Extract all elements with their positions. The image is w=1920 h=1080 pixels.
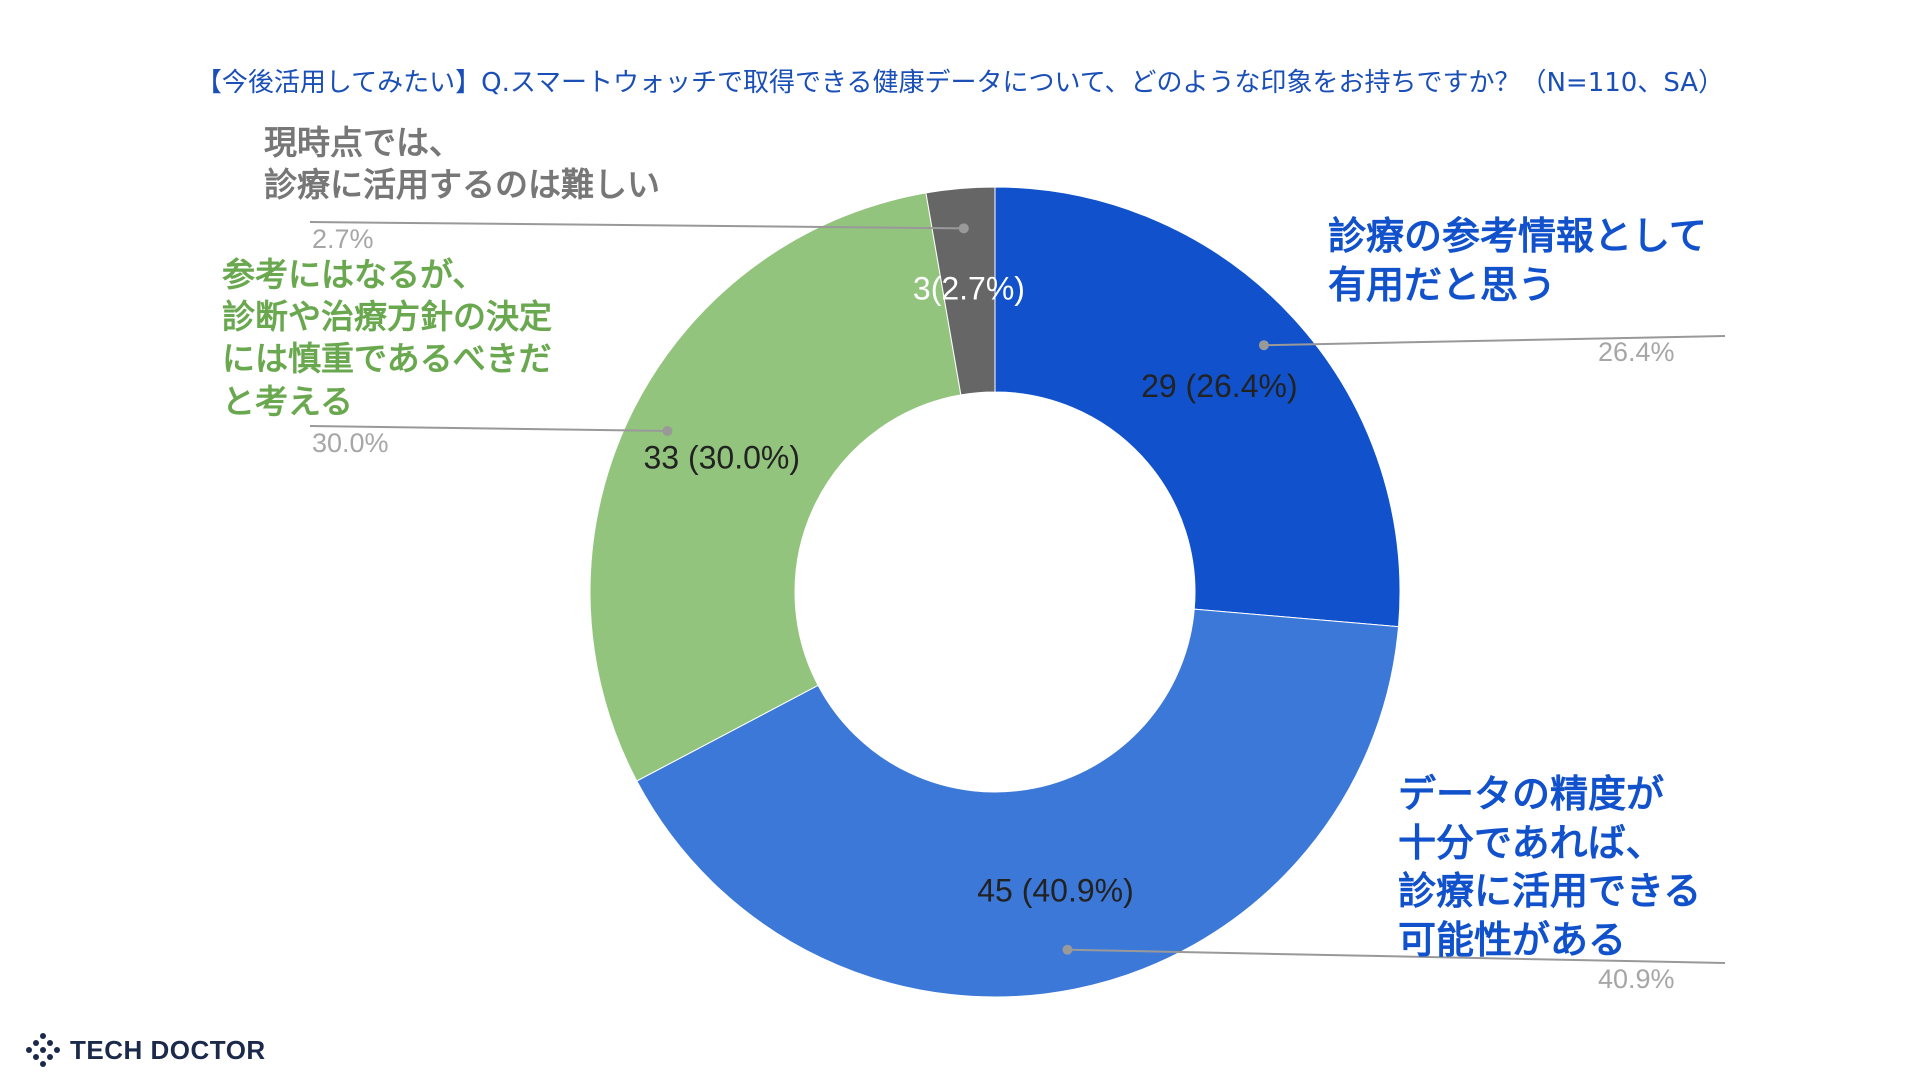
- leader-dot-0: [1258, 340, 1269, 351]
- donut-slice-0: [994, 186, 1401, 628]
- slice-callout-line-1-0: データの精度が: [1398, 772, 1665, 816]
- slice-percent-label-3: 2.7%: [312, 224, 374, 254]
- slice-percent-label-2: 30.0%: [312, 428, 389, 458]
- leader-line-1: [1067, 948, 1726, 964]
- tech-doctor-logo-icon: [26, 1033, 60, 1067]
- slice-callout-line-2-2: には慎重であるべきだ: [222, 339, 552, 379]
- brand-name: TECH DOCTOR: [70, 1034, 266, 1065]
- donut-slice-2: [589, 192, 962, 782]
- brand-logo: TECH DOCTOR: [26, 1033, 266, 1067]
- slice-callout-line-0-0: 診療の参考情報として: [1328, 214, 1707, 258]
- leader-dot-2: [662, 425, 673, 436]
- slice-callout-line-0-1: 有用だと思う: [1328, 262, 1557, 307]
- slice-callout-line-1-3: 可能性がある: [1398, 917, 1627, 962]
- leader-line-2: [309, 425, 668, 432]
- slice-data-label-2: 33 (30.0%): [643, 440, 800, 476]
- slice-data-label-3: 3(2.7%): [913, 271, 1025, 307]
- slice-callout-1: データの精度が 十分であれば、 診療に活用できる 可能性がある: [1398, 770, 1701, 965]
- slice-data-label-0: 29 (26.4%): [1141, 368, 1298, 404]
- slice-percent-label-1: 40.9%: [1598, 964, 1675, 994]
- donut-slice-3: [925, 186, 996, 396]
- slice-callout-line-2-3: と考える: [222, 381, 354, 421]
- leader-dot-1: [1062, 944, 1073, 955]
- slice-callout-0: 診療の参考情報として 有用だと思う: [1328, 212, 1707, 309]
- leader-line-3: [309, 221, 964, 230]
- slice-callout-line-2-0: 参考にはなるが、: [222, 255, 486, 294]
- slice-callout-line-1-2: 診療に活用できる: [1398, 869, 1702, 914]
- slice-callout-2: 参考にはなるが、 診断や治療方針の決定 には慎重であるべきだ と考える: [222, 254, 552, 423]
- slice-percent-label-0: 26.4%: [1598, 337, 1675, 367]
- slice-callout-line-3-1: 診療に活用するのは難しい: [264, 165, 660, 205]
- slice-callout-line-1-1: 十分であれば、: [1398, 820, 1664, 865]
- leader-dot-3: [958, 223, 969, 234]
- donut-slice-1: [636, 608, 1400, 998]
- leader-line-0: [1263, 335, 1726, 347]
- slice-callout-line-2-1: 診断や治療方針の決定: [222, 297, 552, 337]
- slice-callout-3: 現時点では、 診療に活用するのは難しい: [264, 122, 660, 206]
- slice-data-label-1: 45 (40.9%): [977, 872, 1134, 908]
- slice-callout-line-3-0: 現時点では、: [264, 123, 462, 162]
- chart-title: 【今後活用してみたい】Q.スマートウォッチで取得できる健康データについて、どのよ…: [195, 68, 1725, 98]
